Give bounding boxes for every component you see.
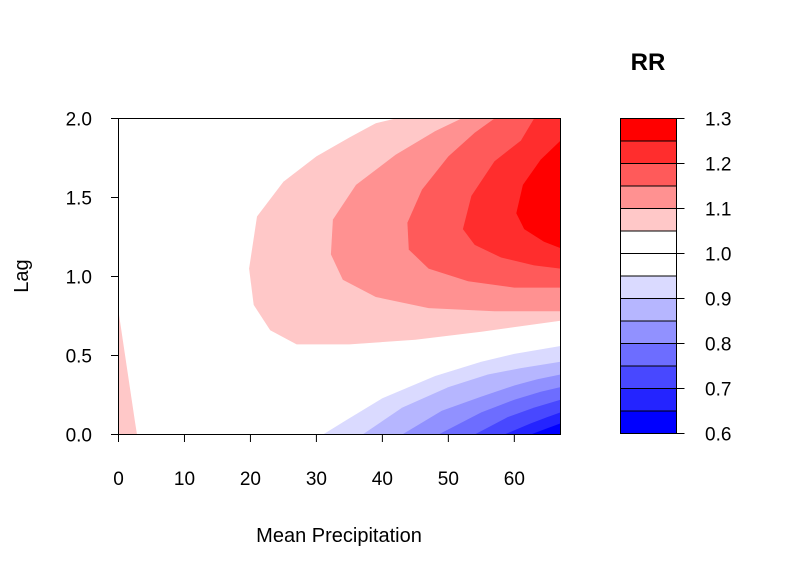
y-tick-label: 1.0 bbox=[66, 268, 92, 289]
y-tick-label: 2.0 bbox=[66, 110, 92, 131]
legend-swatch bbox=[620, 208, 677, 232]
contour-regions bbox=[118, 118, 561, 435]
y-tick-label: 0.0 bbox=[66, 426, 92, 447]
legend-swatch bbox=[620, 365, 677, 389]
x-tick-label: 10 bbox=[174, 469, 195, 490]
legend-tick-label: 1.3 bbox=[705, 110, 731, 131]
x-tick-label: 60 bbox=[504, 469, 525, 490]
legend-swatch bbox=[620, 388, 677, 412]
y-tick-label: 1.5 bbox=[66, 189, 92, 210]
contour-region-12 bbox=[530, 423, 561, 435]
legend-swatch bbox=[620, 185, 677, 209]
y-tick-label: 0.5 bbox=[66, 347, 92, 368]
legend-swatch bbox=[620, 118, 677, 142]
legend-swatch bbox=[620, 253, 677, 277]
legend-swatch bbox=[620, 298, 677, 322]
legend-tick-label: 0.6 bbox=[705, 425, 731, 446]
x-tick-label: 0 bbox=[113, 469, 124, 490]
color-legend: 0.6 0.7 0.8 0.9 1.0 1.1 1.2 1.3 bbox=[620, 110, 731, 446]
legend-title: RR bbox=[631, 49, 666, 76]
y-axis-title: Lag bbox=[11, 259, 33, 292]
legend-swatch bbox=[620, 410, 677, 434]
legend-tick-label: 1.1 bbox=[705, 200, 731, 221]
legend-tick-label: 1.2 bbox=[705, 155, 731, 176]
legend-tick-label: 0.8 bbox=[705, 335, 731, 356]
contour-region-5 bbox=[516, 140, 561, 249]
x-axis: 0 10 20 30 40 50 60 bbox=[113, 434, 525, 490]
legend-tick-label: 0.7 bbox=[705, 380, 731, 401]
legend-swatch bbox=[620, 230, 677, 254]
x-tick-label: 30 bbox=[306, 469, 327, 490]
legend-swatch bbox=[620, 320, 677, 344]
contour-region-0 bbox=[118, 311, 137, 435]
x-tick-label: 40 bbox=[372, 469, 393, 490]
x-tick-label: 20 bbox=[240, 469, 261, 490]
legend-tick-label: 0.9 bbox=[705, 290, 731, 311]
legend-swatch bbox=[620, 163, 677, 187]
x-axis-title: Mean Precipitation bbox=[256, 525, 422, 547]
legend-tick-label: 1.0 bbox=[705, 245, 731, 266]
legend-swatch bbox=[620, 343, 677, 367]
y-axis: 0.0 0.5 1.0 1.5 2.0 bbox=[66, 110, 119, 447]
legend-swatch bbox=[620, 275, 677, 299]
x-tick-label: 50 bbox=[438, 469, 459, 490]
legend-swatch bbox=[620, 140, 677, 164]
